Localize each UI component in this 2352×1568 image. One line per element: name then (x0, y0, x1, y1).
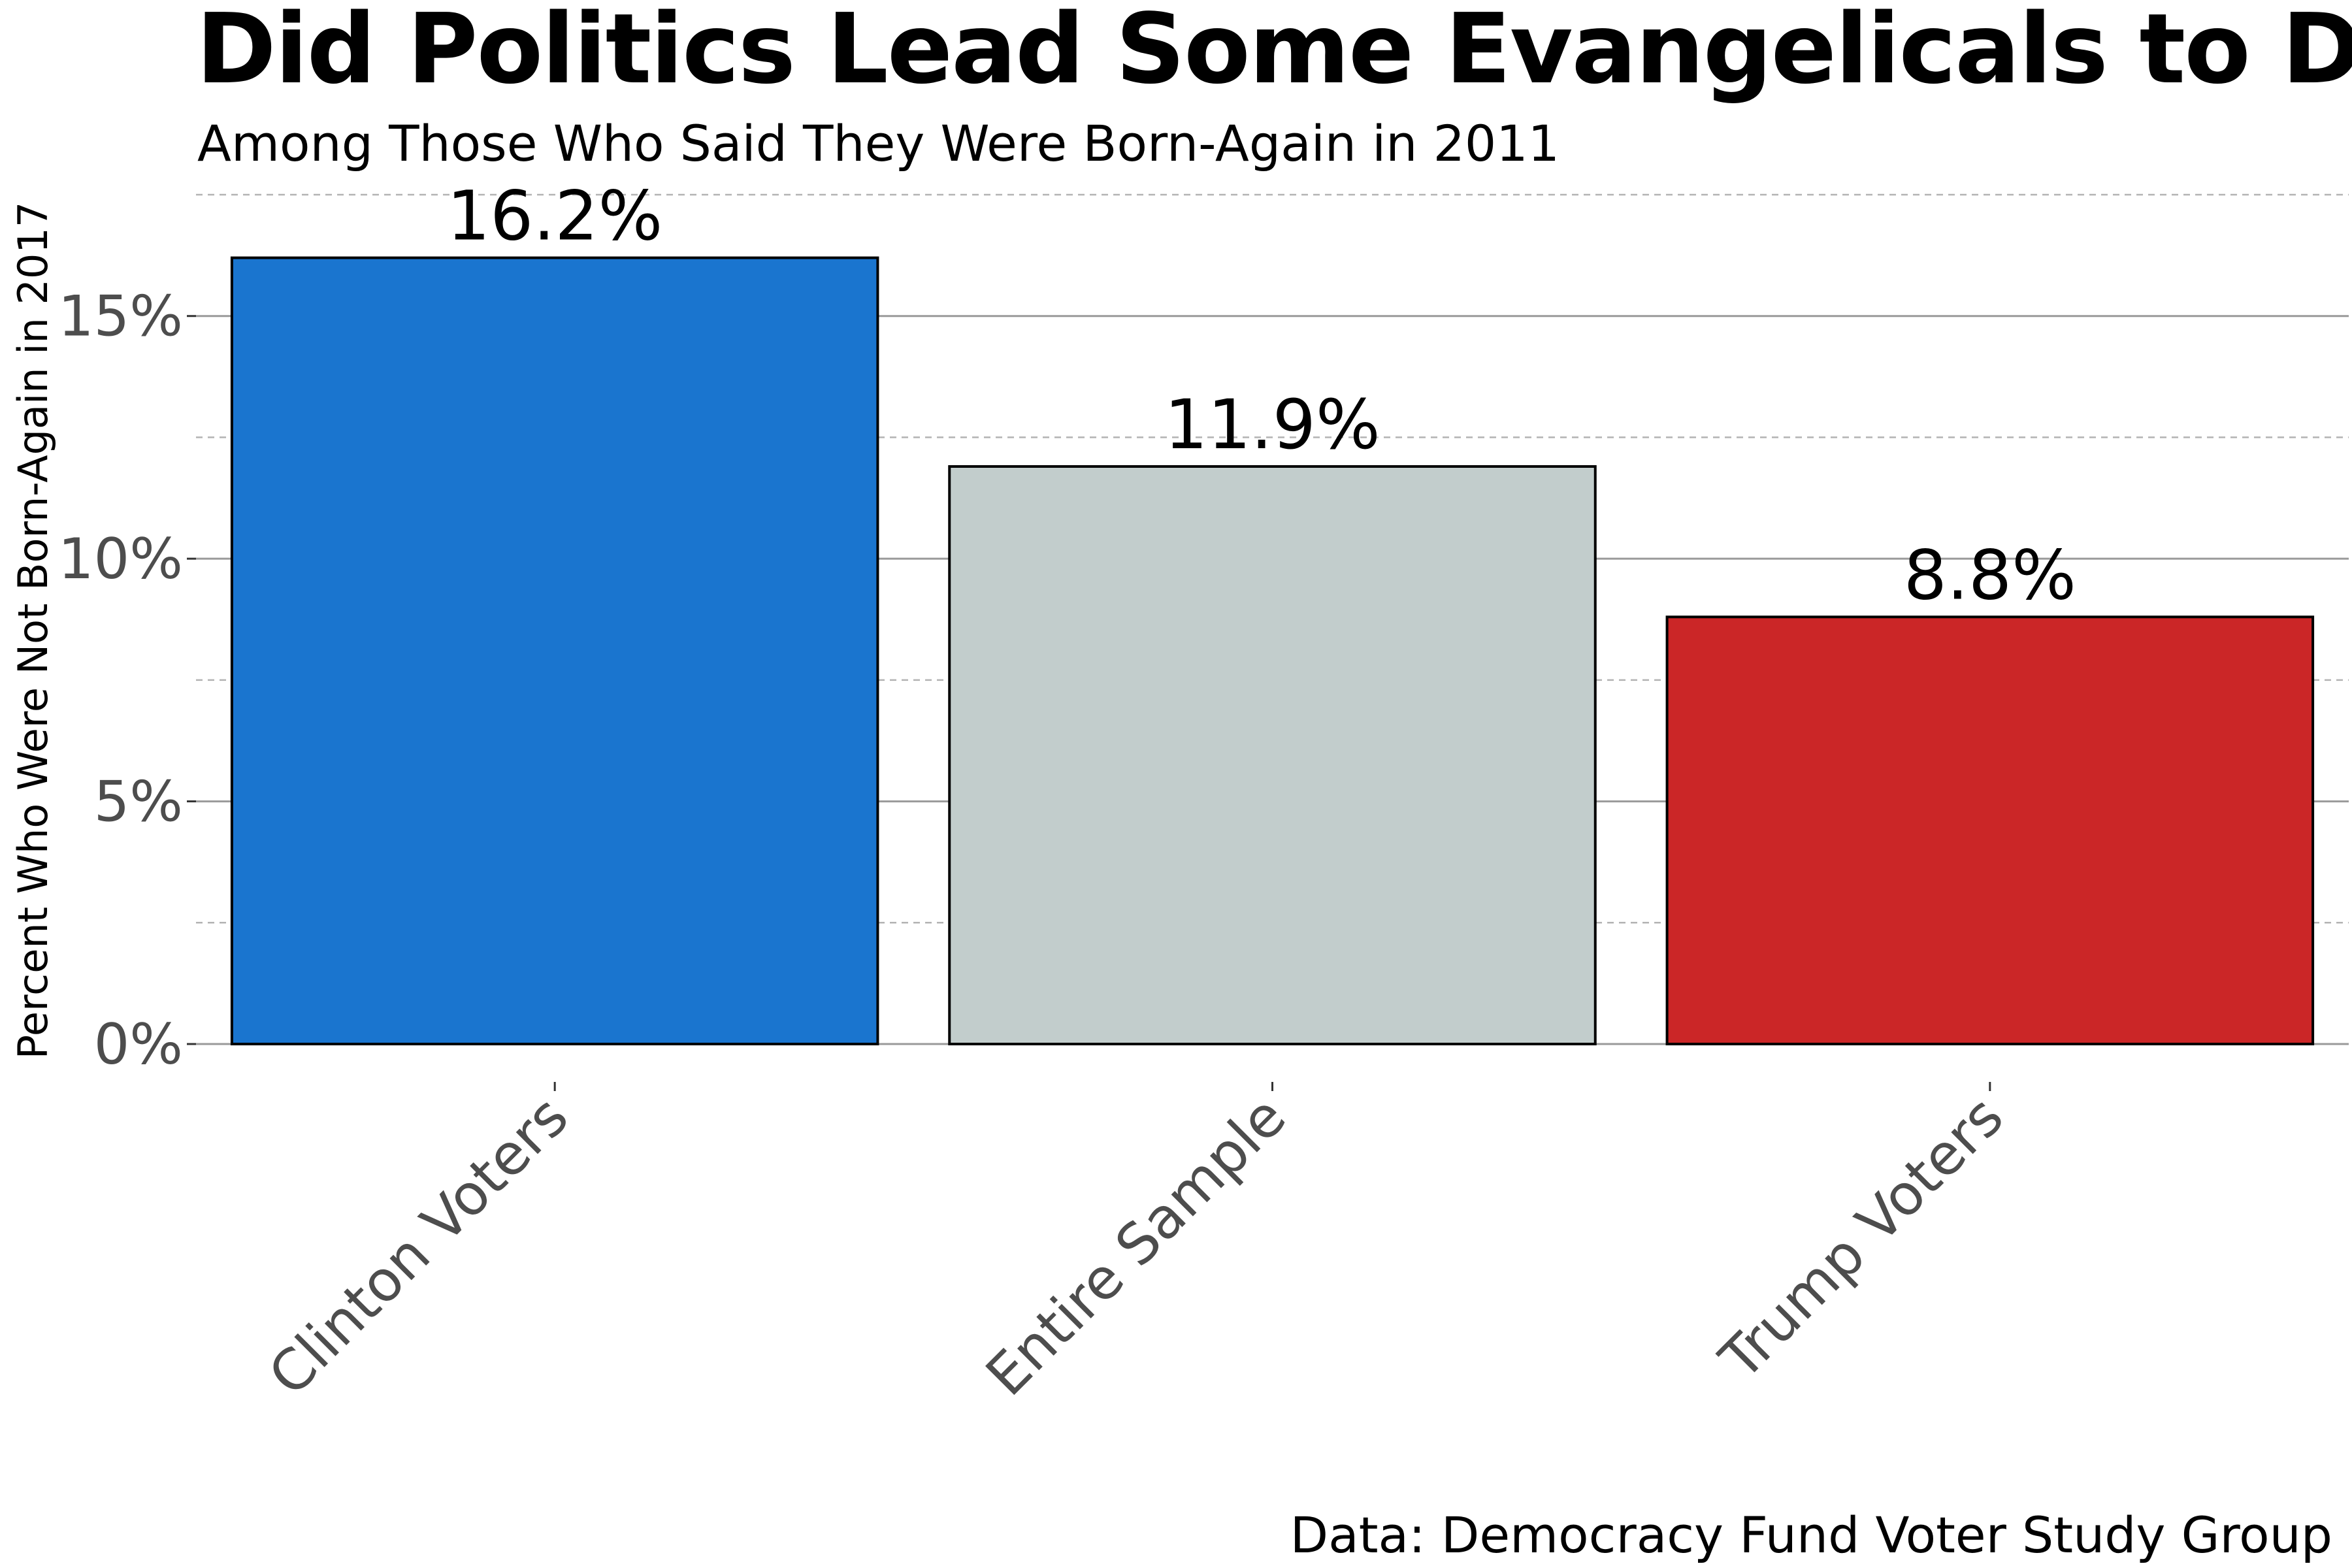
chart-caption: Data: Democracy Fund Voter Study Group (1290, 1506, 2332, 1564)
bar (230, 256, 879, 1046)
chart-title: Did Politics Lead Some Evangelicals to D… (196, 0, 2352, 105)
y-axis: 0% 5% 10% 15% (58, 284, 196, 1077)
y-tick-label: 15% (58, 284, 183, 350)
bars (230, 256, 2315, 1046)
data-label: 8.8% (1904, 535, 2076, 615)
y-tick-label: 5% (94, 770, 183, 835)
x-tick-label: Entire Sample (974, 1084, 1299, 1409)
data-label: 16.2% (447, 176, 662, 256)
x-tick-label: Clinton Voters (257, 1084, 581, 1408)
y-tick-label: 0% (94, 1012, 183, 1077)
x-axis: Clinton Voters Entire Sample Trump Voters (257, 1082, 2016, 1409)
data-label: 11.9% (1164, 385, 1380, 465)
x-tick-label: Trump Voters (1707, 1084, 2016, 1392)
bar (948, 465, 1597, 1045)
chart-subtitle: Among Those Who Said They Were Born-Agai… (197, 114, 1560, 172)
data-labels: 16.2% 11.9% 8.8% (447, 176, 2076, 615)
y-axis-title: Percent Who Were Not Born-Again in 2017 (9, 202, 57, 1060)
y-tick-label: 10% (58, 527, 183, 592)
bar (1665, 615, 2315, 1045)
